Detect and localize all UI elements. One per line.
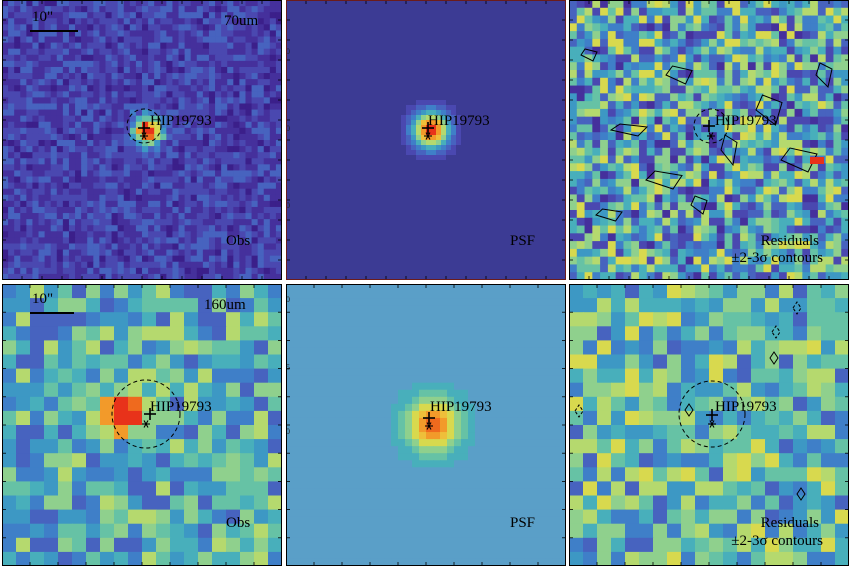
target-label: HIP19793 xyxy=(715,399,777,415)
obs-map-70um xyxy=(2,0,282,280)
psf-tick: 15 xyxy=(286,363,290,372)
band-label: 70um xyxy=(224,13,259,29)
target-label: HIP19793 xyxy=(715,113,777,129)
contour-label: ±2-3σ contours xyxy=(731,250,823,266)
obs-panel-160um: 10" 160um HIP19793 Obs xyxy=(2,284,282,566)
psf-tick: 10 xyxy=(286,201,290,210)
band-label: 160um xyxy=(204,297,246,313)
target-label: HIP19793 xyxy=(150,113,212,129)
obs-panel-70um: 10" 70um HIP19793 Obs xyxy=(2,0,282,280)
contour-label: ±2-3σ contours xyxy=(731,533,823,549)
scalebar-label: 10" xyxy=(32,291,54,307)
psf-tick: 20 xyxy=(286,295,290,304)
psf-panel-160um: 20 15 10 5 HIP19793 PSF xyxy=(286,284,566,566)
residual-label: Residuals xyxy=(760,515,819,531)
residual-panel-160um: HIP19793 Residuals ±2-3σ contours xyxy=(569,284,849,566)
psf-tick: 20 xyxy=(286,124,290,133)
target-label: HIP19793 xyxy=(150,399,212,415)
psf-tick: 30 xyxy=(286,47,290,56)
scalebar-label: 10" xyxy=(32,9,54,25)
scalebar xyxy=(30,30,78,32)
scalebar xyxy=(30,312,74,314)
residual-map-70um xyxy=(569,0,849,280)
obs-label: Obs xyxy=(226,515,251,531)
psf-tick: 10 xyxy=(286,427,290,436)
psf-label: PSF xyxy=(510,515,536,531)
psf-map-160um xyxy=(286,284,566,566)
obs-label: Obs xyxy=(226,233,251,249)
psf-panel-70um: 30 20 10 HIP19793 PSF xyxy=(286,0,566,280)
residual-panel-70um: HIP19793 Residuals ±2-3σ contours xyxy=(569,0,849,280)
residual-label: Residuals xyxy=(760,233,819,249)
residual-map-160um xyxy=(569,284,849,566)
target-label: HIP19793 xyxy=(430,399,492,415)
obs-map-160um xyxy=(2,284,282,566)
psf-map-70um xyxy=(286,0,566,280)
target-label: HIP19793 xyxy=(428,113,490,129)
psf-label: PSF xyxy=(510,233,536,249)
